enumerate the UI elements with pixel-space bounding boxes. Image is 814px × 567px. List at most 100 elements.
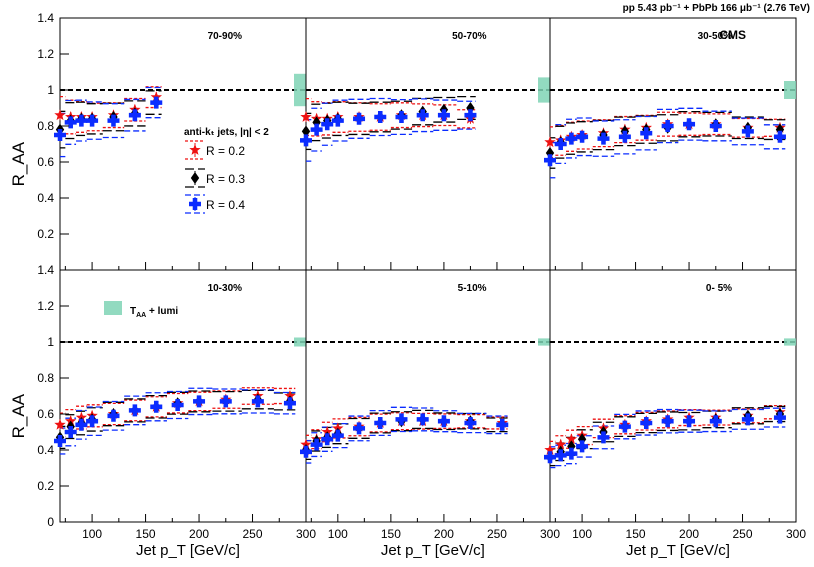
taa-band <box>294 337 306 347</box>
data-point-r04 <box>544 451 556 464</box>
taa-legend-label: TAA + lumi <box>130 306 178 319</box>
data-point-r04 <box>107 114 120 127</box>
data-point-r04 <box>300 134 312 147</box>
x-tick-label: 200 <box>434 527 454 541</box>
data-point-r04 <box>597 431 610 444</box>
data-point-r04 <box>565 447 578 460</box>
centrality-label: 30-50% <box>698 31 733 42</box>
y-tick-label: 0.6 <box>37 407 54 421</box>
data-point-r04 <box>331 429 344 442</box>
data-point-r04 <box>251 395 264 408</box>
data-point-r04 <box>171 399 184 411</box>
legend-entry-r02: R = 0.2 <box>206 144 245 158</box>
data-point-r04 <box>128 109 141 122</box>
centrality-label: 50-70% <box>452 31 487 42</box>
panel-frame <box>549 269 797 523</box>
taa-band <box>784 338 796 346</box>
data-point-r02 <box>544 444 556 455</box>
data-point-r04 <box>353 112 366 125</box>
y-tick-label: 0.4 <box>37 443 54 457</box>
y-tick-label: 0.2 <box>37 479 54 493</box>
data-point-r04 <box>395 111 408 123</box>
data-point-r04 <box>741 125 754 138</box>
legend-marker-r04 <box>189 198 201 210</box>
data-point-r04 <box>597 132 610 145</box>
y-axis-title: R_AA <box>9 393 28 438</box>
data-point-r04 <box>464 109 477 122</box>
data-point-r04 <box>86 415 99 428</box>
data-point-r04 <box>64 426 77 438</box>
taa-legend: TAA + lumi <box>104 301 178 319</box>
legend-marker-r02 <box>189 144 201 155</box>
x-tick-label-last: 300 <box>540 527 560 541</box>
x-tick-label: 250 <box>733 527 753 541</box>
y-tick-label: 1 <box>47 83 54 97</box>
data-point-r04 <box>310 123 323 136</box>
data-point-r04 <box>576 130 589 143</box>
data-point-r04 <box>496 418 509 431</box>
data-point-r04 <box>640 127 653 140</box>
data-point-r02 <box>544 136 556 148</box>
data-point-r02 <box>300 111 312 122</box>
panel-frame <box>305 269 551 523</box>
data-point-r04 <box>321 118 334 131</box>
panel-frame <box>59 17 307 271</box>
x-tick-label: 200 <box>189 527 209 541</box>
y-tick-label: 1.4 <box>37 11 54 25</box>
legend: anti-kₜ jets, |η| < 2 R = 0.2 R = 0.3 R … <box>184 127 269 214</box>
data-point-r02 <box>565 433 578 445</box>
data-point-r02 <box>555 438 567 450</box>
x-tick-label: 150 <box>626 527 646 541</box>
x-tick-label: 100 <box>82 527 102 541</box>
panel-0: 70-90% <box>54 17 307 271</box>
x-axis-title: Jet p_T [GeV/c] <box>381 542 485 559</box>
data-point-r04 <box>321 433 334 446</box>
data-point-r04 <box>54 435 66 447</box>
experiment-label: CMS <box>719 28 746 42</box>
x-axis-title: Jet p_T [GeV/c] <box>136 542 240 559</box>
data-point-r04 <box>554 138 567 150</box>
data-point-r04 <box>661 120 674 132</box>
data-point-r04 <box>683 415 696 428</box>
data-point-r04 <box>64 116 77 129</box>
centrality-label: 0- 5% <box>706 283 732 294</box>
centrality-label: 5-10% <box>458 283 487 294</box>
y-tick-label: 1.4 <box>37 263 54 277</box>
panel-frame <box>59 269 307 523</box>
panel-frame <box>305 17 551 271</box>
data-point-r04 <box>416 413 429 426</box>
data-point-r04 <box>416 109 429 122</box>
y-tick-label-zero: 0 <box>47 515 54 529</box>
data-point-r04 <box>640 417 653 429</box>
taa-band <box>538 77 550 103</box>
data-point-r04 <box>128 404 141 417</box>
taa-legend-swatch <box>104 301 122 315</box>
panel-frame <box>549 17 797 271</box>
y-axis-title: R_AA <box>9 141 28 186</box>
y-tick-label: 1.2 <box>37 47 54 61</box>
data-point-r04 <box>544 154 556 167</box>
legend-marker-r03 <box>190 172 200 184</box>
data-point-r04 <box>300 445 312 458</box>
taa-band <box>784 81 796 99</box>
data-point-r04 <box>75 114 88 127</box>
data-point-r04 <box>661 415 674 428</box>
data-point-r04 <box>374 417 387 429</box>
y-tick-label: 0.6 <box>37 155 54 169</box>
data-point-r04 <box>437 415 450 428</box>
x-tick-label: 100 <box>572 527 592 541</box>
data-point-r04 <box>773 130 786 143</box>
data-point-r04 <box>331 114 344 127</box>
y-tick-label: 0.8 <box>37 371 54 385</box>
data-point-r04 <box>75 418 88 431</box>
data-point-r04 <box>618 130 631 143</box>
data-point-r04 <box>437 109 450 122</box>
legend-entry-r04: R = 0.4 <box>206 198 245 212</box>
data-point-r04 <box>374 111 387 123</box>
taa-band <box>294 73 306 107</box>
data-point-r04 <box>310 438 323 451</box>
data-point-r04 <box>193 395 206 408</box>
panel-1: 50-70% <box>300 17 551 271</box>
taa-band <box>538 338 550 346</box>
data-point-r04 <box>565 132 578 145</box>
